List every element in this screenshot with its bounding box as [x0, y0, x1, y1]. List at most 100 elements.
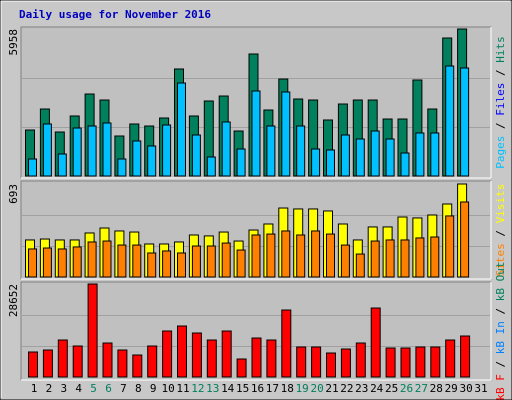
x-tick-label: 1 [31, 382, 38, 395]
bar [147, 345, 158, 378]
legend-entry: kB Out [494, 261, 507, 301]
bar [236, 148, 246, 177]
bar [28, 248, 37, 278]
bar [162, 124, 172, 177]
bar [236, 358, 247, 378]
bar [460, 201, 470, 278]
bar [191, 332, 202, 378]
x-tick-label: 25 [385, 382, 398, 395]
bar [42, 123, 52, 177]
bar [415, 132, 425, 177]
x-tick-label: 12 [191, 382, 204, 395]
bar [132, 244, 142, 278]
x-tick-label: 4 [75, 382, 82, 395]
bar [177, 325, 187, 378]
bar [415, 237, 425, 278]
x-tick-label: 5 [90, 382, 97, 395]
bar [72, 345, 83, 378]
bar [385, 347, 396, 378]
legend-separator: / [494, 223, 507, 243]
x-tick-label: 23 [355, 382, 368, 395]
bar [162, 330, 173, 378]
bar [355, 342, 366, 378]
bar [87, 283, 98, 378]
bar [355, 138, 365, 177]
bar [102, 122, 112, 177]
bar [385, 239, 395, 278]
bar [251, 90, 261, 177]
bar [147, 145, 157, 177]
legend: kB F / kB In / kB Out [494, 261, 507, 400]
bar [221, 330, 232, 378]
x-tick-label: 31 [474, 382, 487, 395]
bar [266, 339, 277, 378]
bar [251, 234, 261, 278]
legend: Pages / Files / Hits [494, 36, 507, 169]
bar [326, 352, 336, 378]
x-tick-label: 18 [281, 382, 294, 395]
bar [177, 252, 186, 278]
y-tick-label: 28652 [7, 284, 20, 317]
legend-entry: Visits [494, 184, 507, 224]
legend-entry: Pages [494, 136, 507, 169]
bar [251, 337, 262, 378]
legend-entry: Hits [494, 36, 507, 63]
bar [132, 354, 143, 378]
bar [117, 158, 127, 177]
bar [102, 342, 113, 378]
bar [340, 244, 350, 278]
x-tick-label: 16 [251, 382, 264, 395]
bar [72, 246, 82, 278]
bar [400, 347, 411, 378]
bar [400, 239, 410, 278]
x-tick-label: 19 [296, 382, 309, 395]
bar [117, 244, 127, 278]
bar [340, 134, 350, 177]
x-tick-label: 28 [430, 382, 443, 395]
x-tick-label: 22 [340, 382, 353, 395]
bar [430, 236, 440, 278]
bar [87, 241, 97, 278]
x-tick-label: 20 [310, 382, 323, 395]
bar [28, 351, 38, 378]
bar [400, 152, 410, 177]
x-tick-label: 7 [120, 382, 127, 395]
legend-entry: kB F [494, 374, 507, 400]
bar [415, 346, 426, 378]
y-tick-label: 693 [7, 184, 20, 204]
bar [370, 130, 380, 177]
bar [206, 339, 217, 378]
x-tick-label: 11 [176, 382, 189, 395]
bar [355, 253, 365, 278]
bar [370, 240, 380, 278]
bar [445, 215, 455, 278]
bar [326, 233, 335, 278]
bar [385, 138, 395, 177]
bar [57, 248, 67, 278]
bar [162, 250, 172, 278]
bar [311, 148, 321, 177]
x-tick-label: 17 [266, 382, 279, 395]
x-tick-label: 24 [370, 382, 384, 395]
x-tick-label: 26 [400, 382, 413, 395]
bar [340, 348, 351, 378]
x-tick-label: 14 [221, 382, 235, 395]
bar [281, 309, 292, 378]
bar [117, 349, 128, 378]
x-tick-label: 3 [60, 382, 67, 395]
bar [430, 132, 440, 177]
chart-title: Daily usage for November 2016 [19, 8, 211, 21]
bar [296, 346, 307, 378]
bar [132, 140, 142, 177]
bar [102, 240, 112, 278]
legend-entry: Files [494, 83, 507, 116]
bar [28, 158, 37, 177]
bar [296, 125, 306, 177]
x-tick-label: 2 [46, 382, 53, 395]
x-tick-label: 9 [150, 382, 157, 395]
bar [206, 245, 216, 278]
bar [266, 233, 276, 278]
bar [281, 91, 291, 177]
bar [147, 252, 157, 278]
bar [445, 65, 455, 177]
